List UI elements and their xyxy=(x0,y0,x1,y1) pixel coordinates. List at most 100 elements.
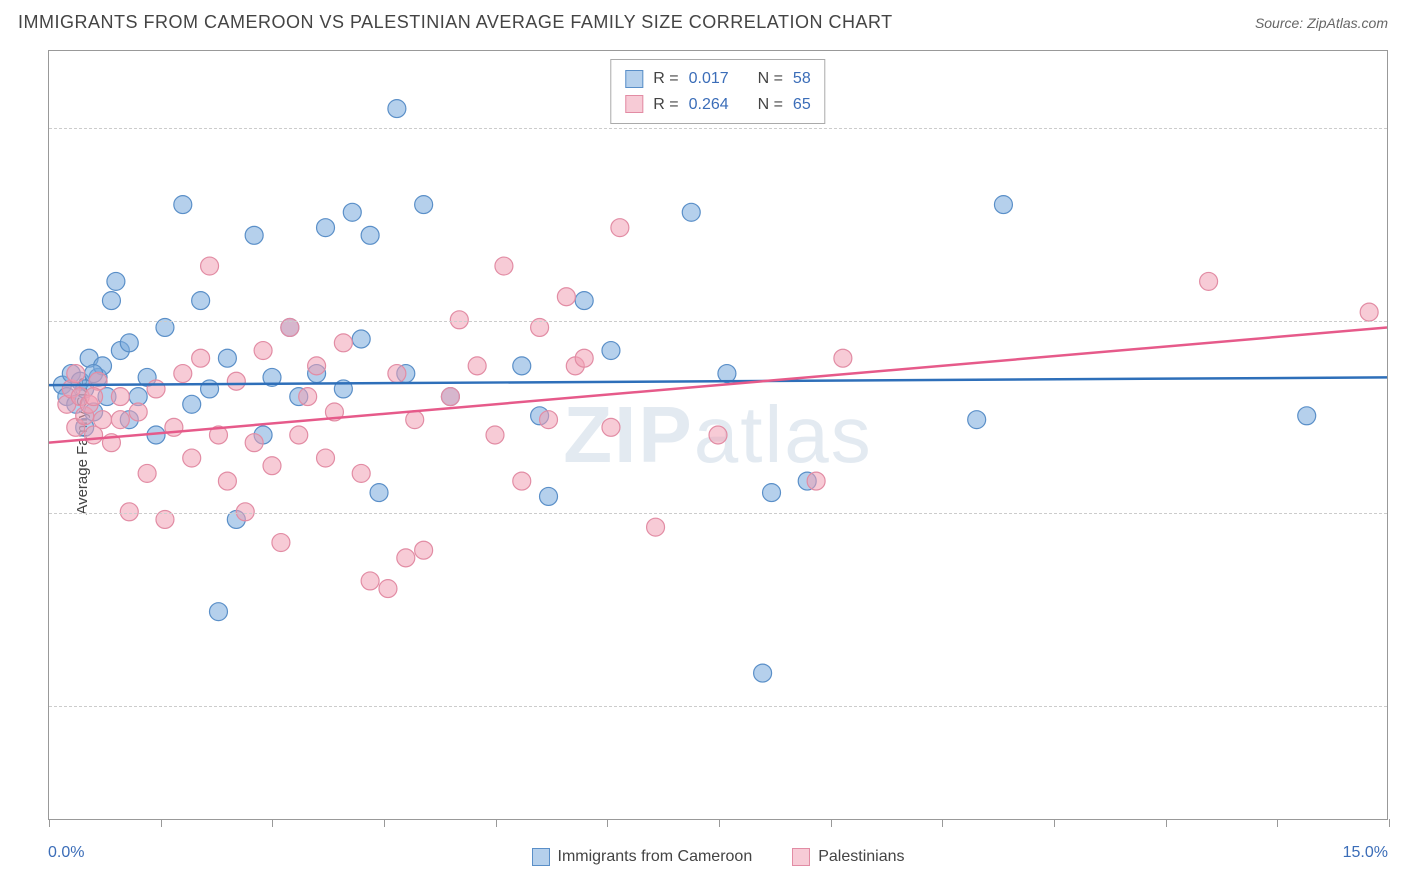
data-point xyxy=(754,664,772,682)
x-tick xyxy=(942,819,943,827)
legend-row: R = 0.017 N = 58 xyxy=(625,66,810,92)
data-point xyxy=(317,449,335,467)
data-point xyxy=(85,388,103,406)
gridline xyxy=(49,513,1387,514)
data-point xyxy=(138,464,156,482)
legend-box: R = 0.017 N = 58 R = 0.264 N = 65 xyxy=(610,59,825,124)
data-point xyxy=(334,334,352,352)
x-tick xyxy=(719,819,720,827)
data-point xyxy=(272,534,290,552)
data-point xyxy=(218,472,236,490)
data-point xyxy=(111,411,129,429)
data-point xyxy=(67,365,85,383)
legend-swatch xyxy=(792,848,810,866)
data-point xyxy=(557,288,575,306)
data-point xyxy=(120,334,138,352)
data-point xyxy=(192,292,210,310)
x-tick xyxy=(1277,819,1278,827)
data-point xyxy=(254,342,272,360)
x-tick xyxy=(161,819,162,827)
r-value: 0.017 xyxy=(689,66,729,92)
data-point xyxy=(379,580,397,598)
legend-row: R = 0.264 N = 65 xyxy=(625,92,810,118)
r-label: R = xyxy=(653,66,678,92)
data-point xyxy=(682,203,700,221)
data-point xyxy=(120,503,138,521)
legend-swatch xyxy=(625,95,643,113)
data-point xyxy=(611,219,629,237)
data-point xyxy=(468,357,486,375)
data-point xyxy=(245,434,263,452)
x-legend-item: Immigrants from Cameroon xyxy=(532,848,753,866)
data-point xyxy=(834,349,852,367)
x-tick xyxy=(384,819,385,827)
gridline xyxy=(49,706,1387,707)
data-point xyxy=(388,365,406,383)
data-point xyxy=(192,349,210,367)
data-point xyxy=(147,380,165,398)
data-point xyxy=(361,572,379,590)
data-point xyxy=(343,203,361,221)
data-point xyxy=(397,549,415,567)
data-point xyxy=(174,365,192,383)
data-point xyxy=(129,403,147,421)
data-point xyxy=(183,395,201,413)
data-point xyxy=(513,472,531,490)
legend-label: Immigrants from Cameroon xyxy=(558,848,753,866)
chart-title: IMMIGRANTS FROM CAMEROON VS PALESTINIAN … xyxy=(18,12,893,33)
data-point xyxy=(352,464,370,482)
data-point xyxy=(763,484,781,502)
legend-swatch xyxy=(532,848,550,866)
n-label: N = xyxy=(758,66,783,92)
data-point xyxy=(308,357,326,375)
x-tick xyxy=(272,819,273,827)
data-point xyxy=(718,365,736,383)
data-point xyxy=(575,292,593,310)
data-point xyxy=(647,518,665,536)
x-legend: Immigrants from CameroonPalestinians xyxy=(48,848,1388,866)
data-point xyxy=(174,196,192,214)
source-label: Source: ZipAtlas.com xyxy=(1255,15,1388,31)
x-tick xyxy=(607,819,608,827)
x-tick xyxy=(496,819,497,827)
data-point xyxy=(245,226,263,244)
data-point xyxy=(102,292,120,310)
data-point xyxy=(201,380,219,398)
n-value: 58 xyxy=(793,66,811,92)
data-point xyxy=(415,196,433,214)
data-point xyxy=(1298,407,1316,425)
data-point xyxy=(352,330,370,348)
data-point xyxy=(968,411,986,429)
data-point xyxy=(94,411,112,429)
data-point xyxy=(236,503,254,521)
data-point xyxy=(575,349,593,367)
data-point xyxy=(201,257,219,275)
header: IMMIGRANTS FROM CAMEROON VS PALESTINIAN … xyxy=(0,0,1406,41)
data-point xyxy=(540,411,558,429)
data-point xyxy=(495,257,513,275)
data-point xyxy=(441,388,459,406)
data-point xyxy=(406,411,424,429)
data-point xyxy=(299,388,317,406)
data-point xyxy=(486,426,504,444)
data-point xyxy=(540,487,558,505)
chart-svg xyxy=(49,51,1387,819)
data-point xyxy=(602,342,620,360)
data-point xyxy=(602,418,620,436)
data-point xyxy=(1200,272,1218,290)
data-point xyxy=(513,357,531,375)
r-value: 0.264 xyxy=(689,92,729,118)
data-point xyxy=(317,219,335,237)
data-point xyxy=(709,426,727,444)
data-point xyxy=(370,484,388,502)
x-tick xyxy=(1389,819,1390,827)
data-point xyxy=(361,226,379,244)
x-tick xyxy=(1054,819,1055,827)
r-label: R = xyxy=(653,92,678,118)
n-label: N = xyxy=(758,92,783,118)
data-point xyxy=(388,100,406,118)
data-point xyxy=(263,457,281,475)
data-point xyxy=(107,272,125,290)
x-tick xyxy=(49,819,50,827)
x-tick xyxy=(831,819,832,827)
